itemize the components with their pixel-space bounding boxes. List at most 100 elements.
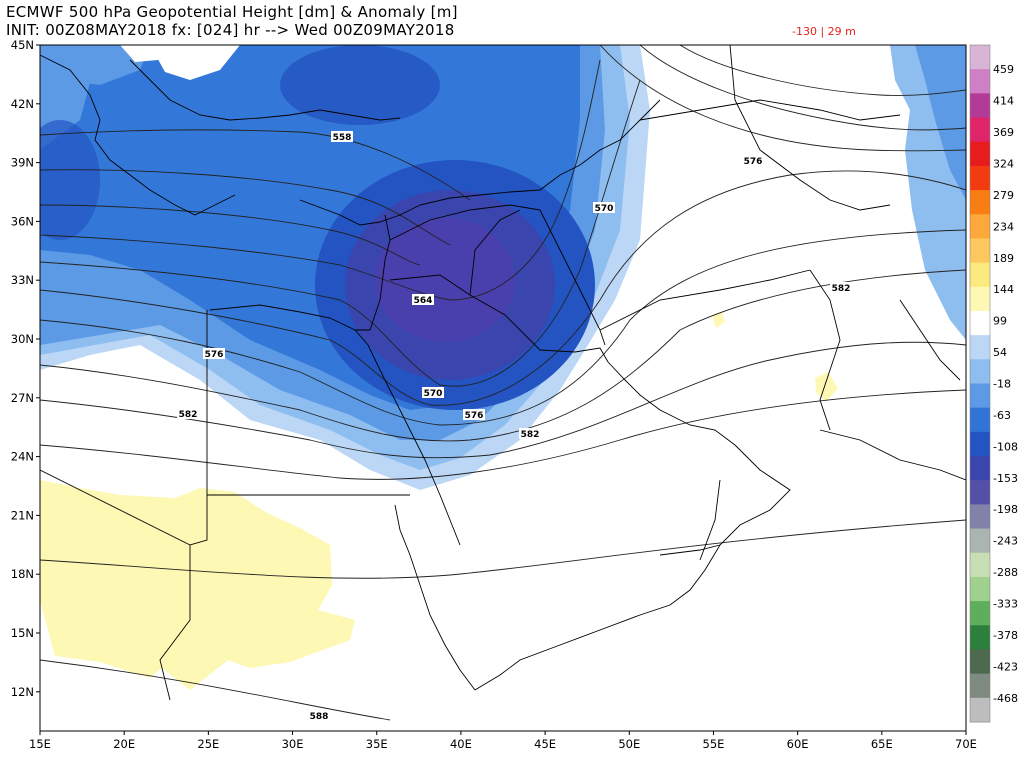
svg-text:570: 570 <box>595 204 614 214</box>
colorbar-label: -108 <box>993 440 1018 453</box>
colorbar-swatch <box>970 697 990 723</box>
colorbar-swatch <box>970 190 990 215</box>
colorbar-label: -243 <box>993 535 1018 548</box>
colorbar-swatch <box>970 141 990 167</box>
svg-text:588: 588 <box>310 712 329 722</box>
lat-tick-label: 45N <box>11 38 34 52</box>
svg-text:582: 582 <box>832 284 851 294</box>
contour-label-558: 558 <box>331 131 353 143</box>
svg-text:582: 582 <box>521 430 540 440</box>
lat-tick-label: 24N <box>11 450 34 464</box>
lon-tick-label: 65E <box>871 737 893 751</box>
colorbar-label: 189 <box>993 252 1014 265</box>
contour-label-564: 564 <box>412 294 434 306</box>
svg-text:582: 582 <box>179 410 198 420</box>
svg-text:576: 576 <box>205 350 224 360</box>
contour-label-582c: 582 <box>830 282 852 294</box>
init-forecast-line: INIT: 00Z08MAY2018 fx: [024] hr --> Wed … <box>6 21 455 39</box>
colorbar-swatch <box>970 601 990 626</box>
colorbar-swatch <box>970 673 990 699</box>
lat-tick-label: 42N <box>11 97 34 111</box>
anomaly-colorbar: 459 414 369 324 279 234 189 144 99 54 -18 -63 -108 -1… <box>969 44 1018 723</box>
colorbar-swatch <box>970 117 990 143</box>
lon-tick-label: 15E <box>29 737 51 751</box>
colorbar-label: -468 <box>993 692 1018 705</box>
colorbar-swatch <box>970 286 990 312</box>
lat-tick-label: 36N <box>11 214 34 228</box>
contour-label-570b: 570 <box>593 202 615 214</box>
colorbar-label: 99 <box>993 315 1007 328</box>
colorbar-label: 54 <box>993 346 1007 359</box>
svg-text:564: 564 <box>414 296 433 306</box>
colorbar-swatch <box>970 407 990 433</box>
contour-label-576b: 576 <box>203 348 225 360</box>
contour-label-582: 582 <box>177 408 199 420</box>
colorbar-swatch <box>970 310 990 336</box>
boundaries <box>40 45 966 701</box>
colorbar-swatch <box>970 335 990 360</box>
contour-labels: 558 564 570 570 576 576 576 582 582 582 … <box>177 131 852 722</box>
colorbar-swatch <box>970 45 990 70</box>
colorbar-label: -198 <box>993 503 1018 516</box>
colorbar-swatch <box>970 552 990 578</box>
lon-tick-label: 25E <box>197 737 219 751</box>
colorbar-swatch <box>970 431 990 457</box>
contour-label-588: 588 <box>308 710 330 722</box>
lat-tick-label: 12N <box>11 685 34 699</box>
lon-tick-label: 70E <box>955 737 977 751</box>
colorbar-labels: 459 414 369 324 279 234 189 144 99 54 -18 -63 -108 -1… <box>993 63 1018 705</box>
lat-tick-label: 39N <box>11 156 34 170</box>
lat-tick-label: 30N <box>11 332 34 346</box>
colorbar-swatch <box>970 625 990 650</box>
colorbar-swatch <box>970 576 990 602</box>
colorbar-label: 459 <box>993 63 1014 76</box>
longitude-axis: 15E 20E 25E 30E 35E 40E 45E 50E 55E 60E 65E 70E <box>29 731 977 751</box>
colorbar-label: -333 <box>993 598 1018 611</box>
colorbar-swatch <box>970 359 990 384</box>
colorbar-label: 369 <box>993 126 1014 139</box>
lat-tick-label: 18N <box>11 567 34 581</box>
colorbar-frame <box>969 44 991 723</box>
contour-label-570: 570 <box>422 387 444 399</box>
colorbar-label: -423 <box>993 660 1018 673</box>
colorbar-swatch <box>970 383 990 409</box>
latitude-axis: 45N 42N 39N 36N 33N 30N 27N 24N 21N 18N 15N 12N <box>11 38 40 699</box>
map-title: ECMWF 500 hPa Geopotential Height [dm] &… <box>6 3 458 21</box>
map-frame <box>39 44 967 732</box>
colorbar-label: -378 <box>993 629 1018 642</box>
contour-label-576: 576 <box>463 409 485 421</box>
colorbar-label: -153 <box>993 472 1018 485</box>
svg-text:576: 576 <box>744 157 763 167</box>
colorbar-swatch <box>970 165 990 191</box>
lon-tick-label: 55E <box>703 737 725 751</box>
svg-text:558: 558 <box>333 133 352 143</box>
colorbar-label: 144 <box>993 283 1014 296</box>
colorbar-label: -288 <box>993 566 1018 579</box>
lat-tick-label: 21N <box>11 508 34 522</box>
lat-tick-label: 15N <box>11 626 34 640</box>
colorbar-label: 234 <box>993 220 1014 233</box>
colorbar-label: -18 <box>993 378 1011 391</box>
anomaly-min-max: -130 | 29 m <box>792 25 856 38</box>
lat-tick-label: 33N <box>11 273 34 287</box>
colorbar-label: 324 <box>993 157 1014 170</box>
lon-tick-label: 20E <box>113 737 135 751</box>
colorbar-swatch <box>970 238 990 264</box>
colorbar-swatches <box>969 44 991 723</box>
colorbar-label: 414 <box>993 95 1014 108</box>
lon-tick-label: 40E <box>450 737 472 751</box>
lat-tick-label: 27N <box>11 391 34 405</box>
colorbar-swatch <box>970 480 990 505</box>
colorbar-swatch <box>970 528 990 554</box>
colorbar-swatch <box>970 504 990 530</box>
colorbar-swatch <box>970 69 990 94</box>
lon-tick-label: 45E <box>534 737 556 751</box>
colorbar-swatch <box>970 456 990 481</box>
lon-tick-label: 30E <box>282 737 304 751</box>
contour-label-582b: 582 <box>519 428 541 440</box>
colorbar-swatch <box>970 214 990 239</box>
contour-label-576c: 576 <box>742 155 764 167</box>
colorbar-swatch <box>970 262 990 288</box>
colorbar-swatch <box>970 649 990 675</box>
